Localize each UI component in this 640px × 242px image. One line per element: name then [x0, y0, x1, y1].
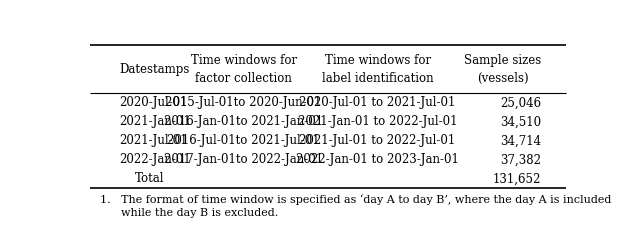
Text: 2022-Jan-01 to 2023-Jan-01: 2022-Jan-01 to 2023-Jan-01 [296, 153, 459, 166]
Text: 34,510: 34,510 [500, 115, 541, 128]
Text: 2016-Jan-01to 2021-Jan-01: 2016-Jan-01to 2021-Jan-01 [164, 115, 323, 128]
Text: 2021-Jan-01 to 2022-Jul-01: 2021-Jan-01 to 2022-Jul-01 [298, 115, 458, 128]
Text: while the day B is excluded.: while the day B is excluded. [100, 208, 278, 218]
Text: 2021-Jan-01: 2021-Jan-01 [120, 115, 191, 128]
Text: Time windows for
factor collection: Time windows for factor collection [191, 54, 297, 85]
Text: Total: Total [134, 172, 164, 185]
Text: 34,714: 34,714 [500, 134, 541, 147]
Text: 37,382: 37,382 [500, 153, 541, 166]
Text: 2020-Jul-01: 2020-Jul-01 [120, 96, 188, 109]
Text: 2022-Jan-01: 2022-Jan-01 [120, 153, 191, 166]
Text: 25,046: 25,046 [500, 96, 541, 109]
Text: Time windows for
label identification: Time windows for label identification [322, 54, 433, 85]
Text: 2017-Jan-01to 2022-Jan-01: 2017-Jan-01to 2022-Jan-01 [164, 153, 323, 166]
Text: 1.   The format of time window is specified as ‘day A to day B’, where the day A: 1. The format of time window is specifie… [100, 194, 611, 205]
Text: 2021-Jul-01 to 2022-Jul-01: 2021-Jul-01 to 2022-Jul-01 [300, 134, 456, 147]
Text: 2021-Jul-01: 2021-Jul-01 [120, 134, 188, 147]
Text: Sample sizes
(vessels): Sample sizes (vessels) [464, 54, 541, 85]
Text: 2015-Jul-01to 2020-Jun-01: 2015-Jul-01to 2020-Jun-01 [165, 96, 322, 109]
Text: 131,652: 131,652 [493, 172, 541, 185]
Text: Datestamps: Datestamps [120, 63, 190, 76]
Text: 2016-Jul-01to 2021-Jul-01: 2016-Jul-01to 2021-Jul-01 [168, 134, 320, 147]
Text: 2020-Jul-01 to 2021-Jul-01: 2020-Jul-01 to 2021-Jul-01 [300, 96, 456, 109]
